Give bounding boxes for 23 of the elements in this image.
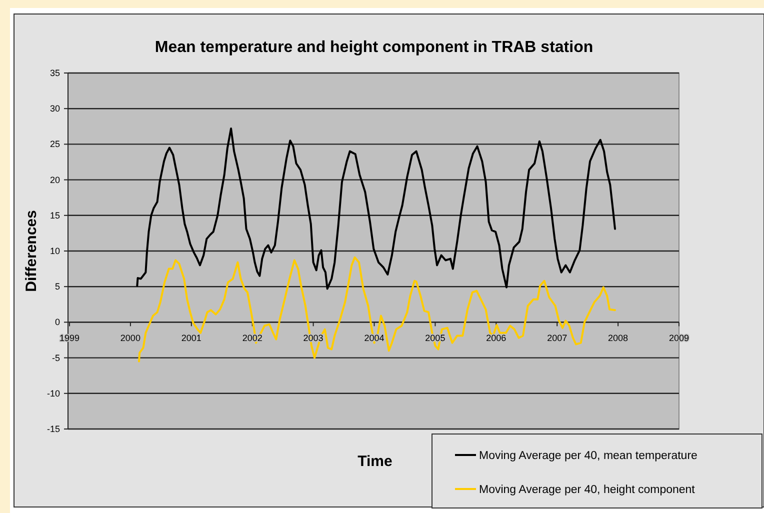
x-tick-label: 2001	[181, 333, 202, 344]
y-tick-label: 35	[50, 68, 60, 78]
x-tick-label: 2000	[120, 333, 140, 344]
x-tick-label: 2007	[547, 333, 568, 344]
y-tick-label: -5	[52, 352, 60, 363]
y-tick-label: 0	[54, 317, 60, 328]
x-axis-title: Time	[358, 453, 392, 470]
y-tick-label: -15	[46, 424, 60, 434]
y-axis-title: Differences	[23, 210, 40, 292]
chart-title: Mean temperature and height component in TRAB station	[154, 39, 594, 56]
x-tick-label: 2008	[608, 333, 628, 344]
y-tick-label: 10	[50, 246, 60, 256]
line-series	[136, 128, 616, 290]
x-tick-label: 2006	[486, 333, 506, 344]
y-tick-label: 15	[50, 210, 60, 220]
legend-label: Moving Average per 40, height component	[479, 484, 696, 496]
legend-label: Moving Average per 40, mean temperature	[479, 450, 698, 462]
y-tick-label: 25	[50, 139, 60, 150]
x-tick-label: 2009	[668, 333, 690, 344]
y-tick-label: 5	[54, 282, 60, 292]
y-tick-label: 20	[50, 174, 60, 185]
y-tick-label: 30	[50, 104, 60, 114]
y-tick-label: -10	[46, 388, 60, 398]
